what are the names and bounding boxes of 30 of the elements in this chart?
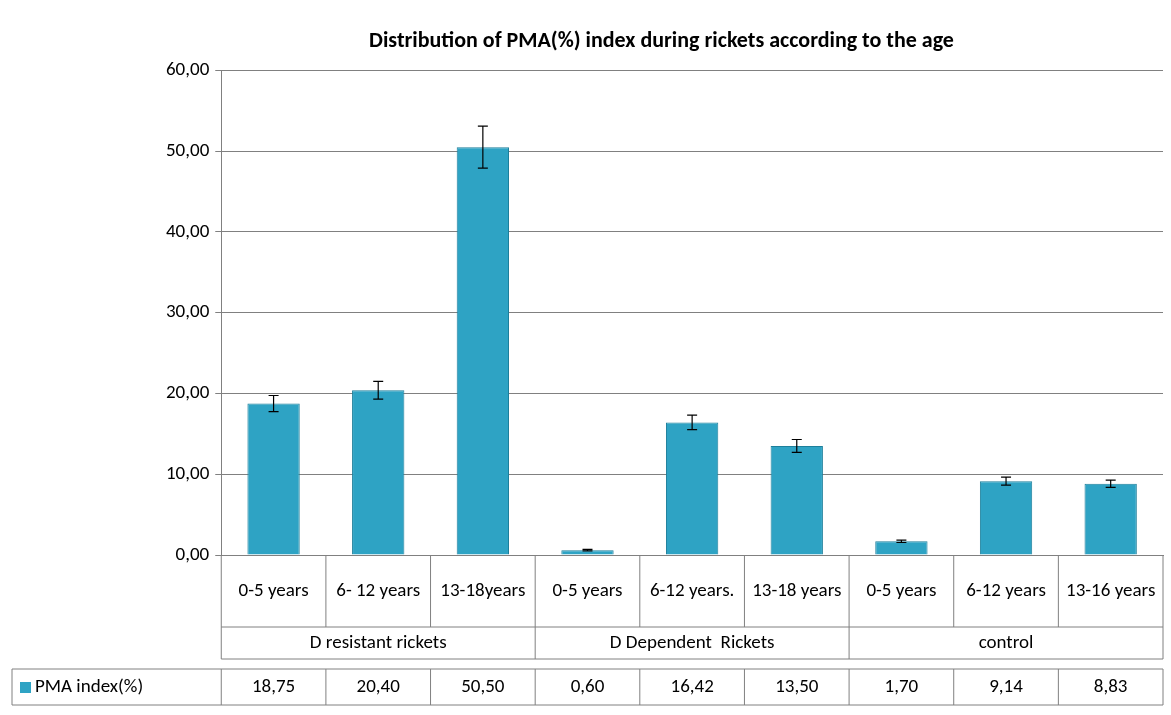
x-tick-label: 13-16 years bbox=[1066, 577, 1156, 601]
y-tick-label: 20,00 bbox=[165, 380, 210, 404]
data-label: 1,70 bbox=[884, 673, 919, 697]
y-tick-label: 0,00 bbox=[175, 541, 210, 565]
y-tick-label: 60,00 bbox=[165, 57, 210, 81]
data-label: 50,50 bbox=[461, 673, 505, 697]
data-label: 8,83 bbox=[1093, 673, 1128, 697]
chart-title: Distribution of PMA(%) index during rickets according to the age bbox=[369, 25, 954, 53]
data-label: 13,50 bbox=[775, 673, 819, 697]
y-tick-label: 50,00 bbox=[165, 137, 210, 161]
data-label: 20,40 bbox=[356, 673, 401, 697]
text: control bbox=[978, 629, 1034, 653]
text: D resistant rickets bbox=[309, 629, 447, 653]
data-label: 9,14 bbox=[989, 673, 1024, 697]
text: D Dependent Rickets bbox=[609, 629, 775, 653]
y-tick-label: 30,00 bbox=[165, 299, 210, 323]
legend-label: PMA index(%) bbox=[35, 673, 144, 697]
x-tick-label: 0-5 years bbox=[552, 577, 623, 601]
x-tick-label: 6-12 years bbox=[966, 577, 1046, 601]
data-label: 16,42 bbox=[670, 673, 714, 697]
x-tick-label: 0-5 years bbox=[866, 577, 937, 601]
y-tick-label: 10,00 bbox=[165, 460, 210, 484]
y-tick-label: 40,00 bbox=[165, 218, 210, 242]
x-tick-label: 6-12 years. bbox=[649, 577, 735, 601]
x-tick-label: 0-5 years bbox=[238, 577, 309, 601]
x-tick-label: 6- 12 years bbox=[336, 577, 421, 601]
x-tick-label: 13-18 years bbox=[752, 577, 842, 601]
x-tick-label: 13-18years bbox=[440, 577, 526, 601]
data-label: 0,60 bbox=[570, 673, 605, 697]
data-label: 18,75 bbox=[251, 673, 296, 697]
